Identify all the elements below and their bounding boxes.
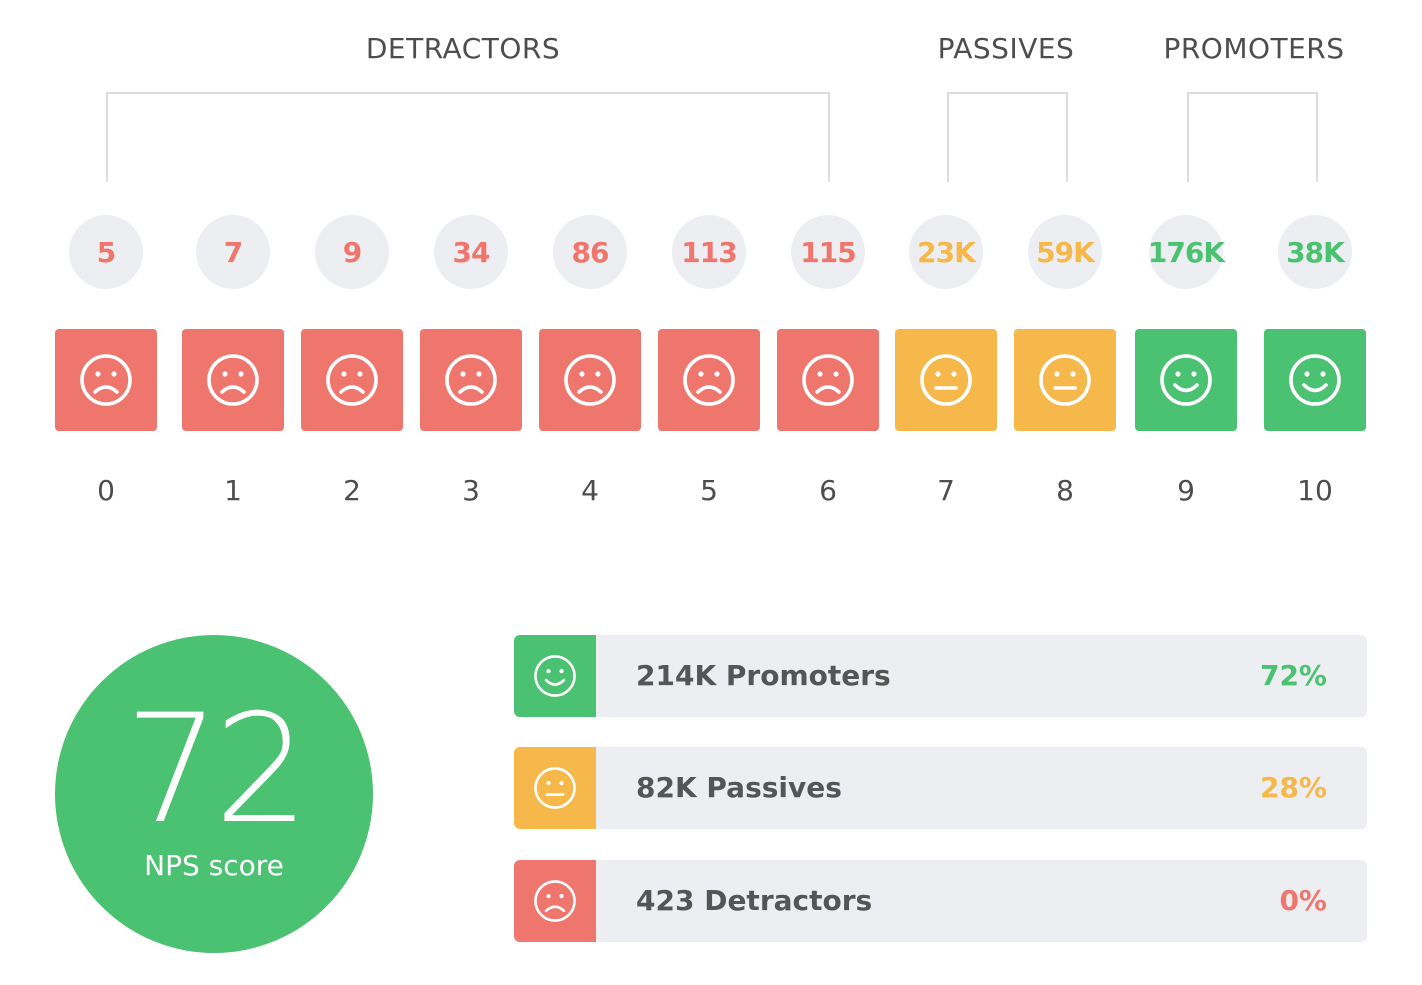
count-label: 59K: [1028, 215, 1102, 289]
summary-row-promoter: 214K Promoters 72%: [514, 635, 1367, 717]
group-label-detractor: DETRACTORS: [365, 32, 561, 65]
score-tile: [1014, 329, 1116, 431]
score-tick-label: 8: [1056, 474, 1074, 507]
happy-face-icon: [534, 655, 576, 697]
sad-face-icon: [683, 354, 735, 406]
nps-score-circle: 72 NPS score: [55, 635, 373, 953]
sad-face-icon: [80, 354, 132, 406]
score-tick-label: 1: [224, 474, 242, 507]
score-tile: [895, 329, 997, 431]
group-bracket-promoter: [1187, 92, 1318, 182]
score-tile: [1135, 329, 1237, 431]
group-bracket-passive: [947, 92, 1068, 182]
summary-percent: 0%: [1279, 884, 1327, 917]
score-tile: [55, 329, 157, 431]
score-tick-label: 10: [1297, 474, 1333, 507]
count-label: 86: [553, 215, 627, 289]
summary-label: 82K Passives: [636, 771, 842, 804]
score-tick-label: 3: [462, 474, 480, 507]
count-label: 38K: [1278, 215, 1352, 289]
nps-score-label: NPS score: [144, 849, 284, 882]
group-label-passive: PASSIVES: [937, 32, 1075, 65]
count-label: 113: [672, 215, 746, 289]
summary-icon-box: [514, 635, 596, 717]
score-tile: [658, 329, 760, 431]
count-label: 23K: [909, 215, 983, 289]
sad-face-icon: [326, 354, 378, 406]
score-tile: [777, 329, 879, 431]
sad-face-icon: [802, 354, 854, 406]
neutral-face-icon: [534, 767, 576, 809]
summary-label: 423 Detractors: [636, 884, 873, 917]
summary-percent: 72%: [1259, 659, 1327, 692]
count-label: 7: [196, 215, 270, 289]
neutral-face-icon: [1039, 354, 1091, 406]
happy-face-icon: [1289, 354, 1341, 406]
score-tick-label: 9: [1177, 474, 1195, 507]
score-tile: [539, 329, 641, 431]
sad-face-icon: [534, 880, 576, 922]
group-label-promoter: PROMOTERS: [1163, 32, 1345, 65]
score-tick-label: 2: [343, 474, 361, 507]
score-tick-label: 6: [819, 474, 837, 507]
count-label: 176K: [1148, 215, 1225, 289]
score-tick-label: 5: [700, 474, 718, 507]
score-tile: [301, 329, 403, 431]
happy-face-icon: [1160, 354, 1212, 406]
score-tick-label: 0: [97, 474, 115, 507]
score-tick-label: 7: [937, 474, 955, 507]
score-tick-label: 4: [581, 474, 599, 507]
score-tile: [1264, 329, 1366, 431]
summary-label: 214K Promoters: [636, 659, 891, 692]
count-label: 115: [791, 215, 865, 289]
score-tile: [420, 329, 522, 431]
summary-percent: 28%: [1259, 771, 1327, 804]
sad-face-icon: [207, 354, 259, 406]
neutral-face-icon: [920, 354, 972, 406]
sad-face-icon: [564, 354, 616, 406]
nps-score-value: 72: [124, 683, 310, 857]
sad-face-icon: [445, 354, 497, 406]
summary-row-passive: 82K Passives 28%: [514, 747, 1367, 829]
count-label: 5: [69, 215, 143, 289]
summary-icon-box: [514, 747, 596, 829]
score-tile: [182, 329, 284, 431]
summary-icon-box: [514, 860, 596, 942]
summary-row-detractor: 423 Detractors 0%: [514, 860, 1367, 942]
group-bracket-detractor: [106, 92, 830, 182]
count-label: 34: [434, 215, 508, 289]
count-label: 9: [315, 215, 389, 289]
